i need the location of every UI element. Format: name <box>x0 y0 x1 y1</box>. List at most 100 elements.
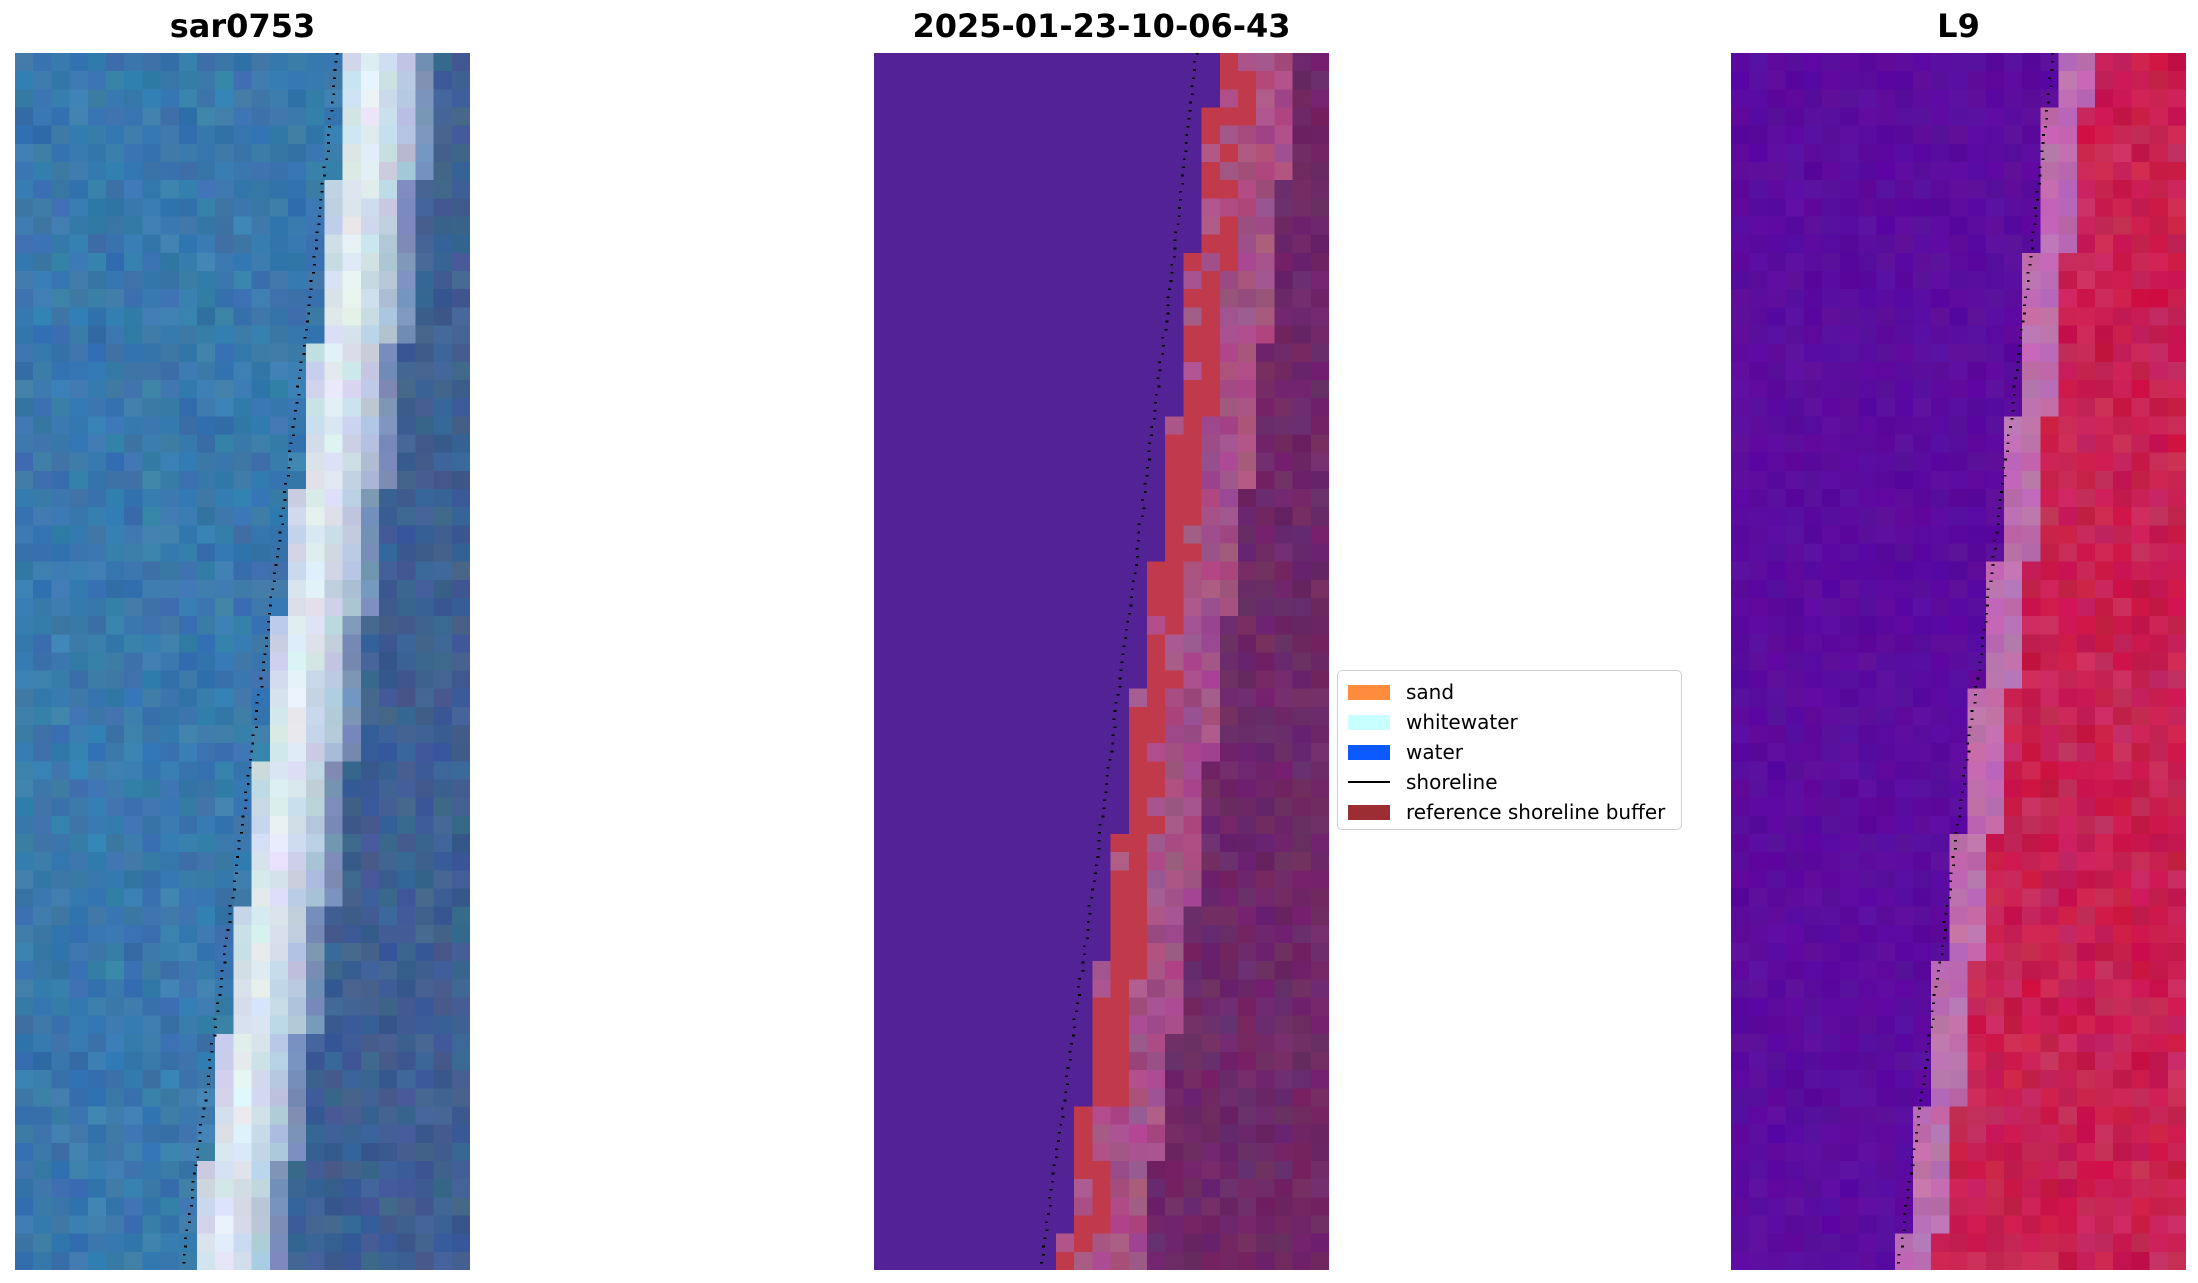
raster-pixel <box>360 1106 380 1126</box>
raster-pixel <box>1274 143 1293 163</box>
raster-pixel <box>1985 198 2005 217</box>
raster-pixel <box>360 398 380 417</box>
raster-pixel <box>892 924 911 944</box>
shoreline-point <box>278 531 282 534</box>
raster-pixel <box>306 1197 325 1216</box>
raster-pixel <box>1128 543 1148 562</box>
raster-pixel <box>1967 525 1987 544</box>
raster-pixel <box>1822 198 1841 217</box>
raster-pixel <box>928 870 948 889</box>
raster-pixel <box>1019 525 1039 544</box>
raster-pixel <box>2076 180 2096 199</box>
raster-pixel <box>1274 107 1293 127</box>
raster-pixel <box>1840 161 1859 181</box>
raster-pixel <box>1183 343 1202 363</box>
raster-pixel <box>1110 1233 1130 1253</box>
raster-pixel <box>360 943 380 962</box>
raster-pixel <box>451 870 470 889</box>
raster-pixel <box>1165 725 1184 744</box>
raster-pixel <box>215 507 234 526</box>
raster-pixel <box>379 216 398 236</box>
raster-pixel <box>51 307 70 326</box>
raster-pixel <box>233 1124 252 1144</box>
raster-pixel <box>1785 870 1805 889</box>
raster-pixel <box>1803 71 1823 90</box>
raster-pixel <box>379 706 398 726</box>
raster-pixel <box>2131 361 2150 381</box>
raster-pixel <box>1913 634 1932 653</box>
raster-pixel <box>415 670 434 690</box>
raster-pixel <box>965 1215 984 1235</box>
raster-pixel <box>2058 143 2078 163</box>
raster-pixel <box>1074 252 1093 272</box>
raster-pixel <box>451 670 470 690</box>
raster-pixel <box>1876 652 1896 671</box>
raster-pixel <box>124 1215 143 1235</box>
raster-pixel <box>15 434 34 453</box>
raster-pixel <box>2004 53 2023 72</box>
raster-pixel <box>1985 961 2005 980</box>
raster-pixel <box>2022 307 2041 326</box>
shoreline-point <box>1148 458 1151 461</box>
raster-pixel <box>965 1052 984 1071</box>
raster-pixel <box>1019 53 1039 72</box>
raster-pixel <box>1767 525 1786 544</box>
raster-pixel <box>1128 379 1148 399</box>
raster-pixel <box>342 1015 362 1035</box>
raster-pixel <box>1256 1161 1275 1180</box>
raster-pixel <box>87 452 107 472</box>
raster-pixel <box>2095 979 2114 998</box>
raster-pixel <box>1858 579 1877 599</box>
raster-pixel <box>1256 834 1275 853</box>
raster-pixel <box>1074 434 1093 453</box>
raster-pixel <box>142 1088 161 1107</box>
raster-pixel <box>251 143 271 163</box>
raster-pixel <box>1858 743 1877 762</box>
raster-pixel <box>1238 797 1257 817</box>
raster-pixel <box>87 924 107 944</box>
raster-pixel <box>1238 1197 1257 1216</box>
raster-pixel <box>2040 543 2059 562</box>
raster-pixel <box>1074 815 1093 835</box>
raster-pixel <box>1292 961 1312 980</box>
raster-pixel <box>910 379 929 399</box>
raster-pixel <box>178 1052 198 1071</box>
raster-pixel <box>397 398 416 417</box>
raster-pixel <box>910 852 929 871</box>
raster-pixel <box>1876 706 1896 726</box>
raster-pixel <box>360 488 380 508</box>
raster-pixel <box>1876 870 1896 889</box>
raster-pixel <box>397 488 416 508</box>
raster-pixel <box>1767 834 1786 853</box>
raster-pixel <box>1074 1179 1093 1198</box>
raster-pixel <box>1985 797 2005 817</box>
raster-pixel <box>1074 107 1093 127</box>
raster-pixel <box>1731 434 1750 453</box>
raster-pixel <box>233 252 252 272</box>
raster-pixel <box>910 398 929 417</box>
raster-pixel <box>2149 652 2169 671</box>
raster-pixel <box>910 797 929 817</box>
raster-pixel <box>342 434 362 453</box>
raster-pixel <box>1913 815 1932 835</box>
raster-pixel <box>1019 579 1039 599</box>
raster-pixel <box>1201 89 1221 108</box>
raster-pixel <box>946 1070 966 1089</box>
raster-pixel <box>2149 870 2169 889</box>
raster-pixel <box>2131 943 2150 962</box>
raster-pixel <box>965 234 984 254</box>
raster-pixel <box>2004 452 2023 472</box>
raster-pixel <box>1037 53 1057 72</box>
shoreline-point <box>224 937 228 939</box>
raster-pixel <box>360 234 380 254</box>
raster-pixel <box>1292 53 1312 72</box>
raster-pixel <box>360 779 380 799</box>
raster-pixel <box>251 1161 271 1180</box>
raster-pixel <box>233 180 252 199</box>
raster-pixel <box>1858 706 1877 726</box>
raster-pixel <box>178 652 198 671</box>
raster-pixel <box>1128 89 1148 108</box>
raster-pixel <box>342 1215 362 1235</box>
raster-pixel <box>178 597 198 617</box>
raster-pixel <box>1840 906 1859 926</box>
